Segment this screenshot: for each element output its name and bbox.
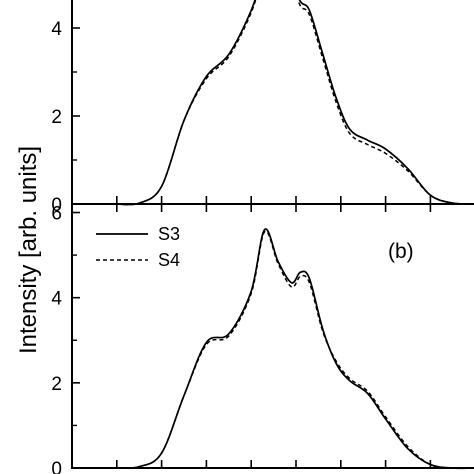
- y-tick-label: 0: [51, 195, 62, 216]
- y-tick-label: 2: [51, 107, 62, 128]
- series-line-S2: [116, 0, 474, 206]
- plot-frame-top: [71, 0, 474, 205]
- legend-label-S2: S2: [158, 0, 180, 2]
- series-line-S3: [116, 228, 474, 470]
- y-tick-label: 0: [51, 459, 62, 474]
- y-tick-label: 4: [51, 289, 62, 310]
- y-tick-label: 2: [51, 374, 62, 395]
- series-line-unnamed: [116, 0, 474, 206]
- chart-panel-bottom: 0 2 4 6 S3 S4 (b): [51, 203, 474, 474]
- chart-panels: 0 2 4 S2 0 2 4 6 S3 S4 (b): [51, 0, 474, 474]
- panel-label: (b): [388, 240, 414, 263]
- chart-panel-top: 0 2 4 S2: [51, 0, 474, 216]
- legend-label-S3: S3: [158, 224, 180, 244]
- y-axis-label: Intensity [arb. units]: [15, 146, 42, 354]
- y-tick-label: 4: [51, 19, 62, 40]
- legend-label-S4: S4: [158, 250, 180, 270]
- y-tick-label: 6: [51, 204, 62, 225]
- series-line-S4: [116, 230, 474, 469]
